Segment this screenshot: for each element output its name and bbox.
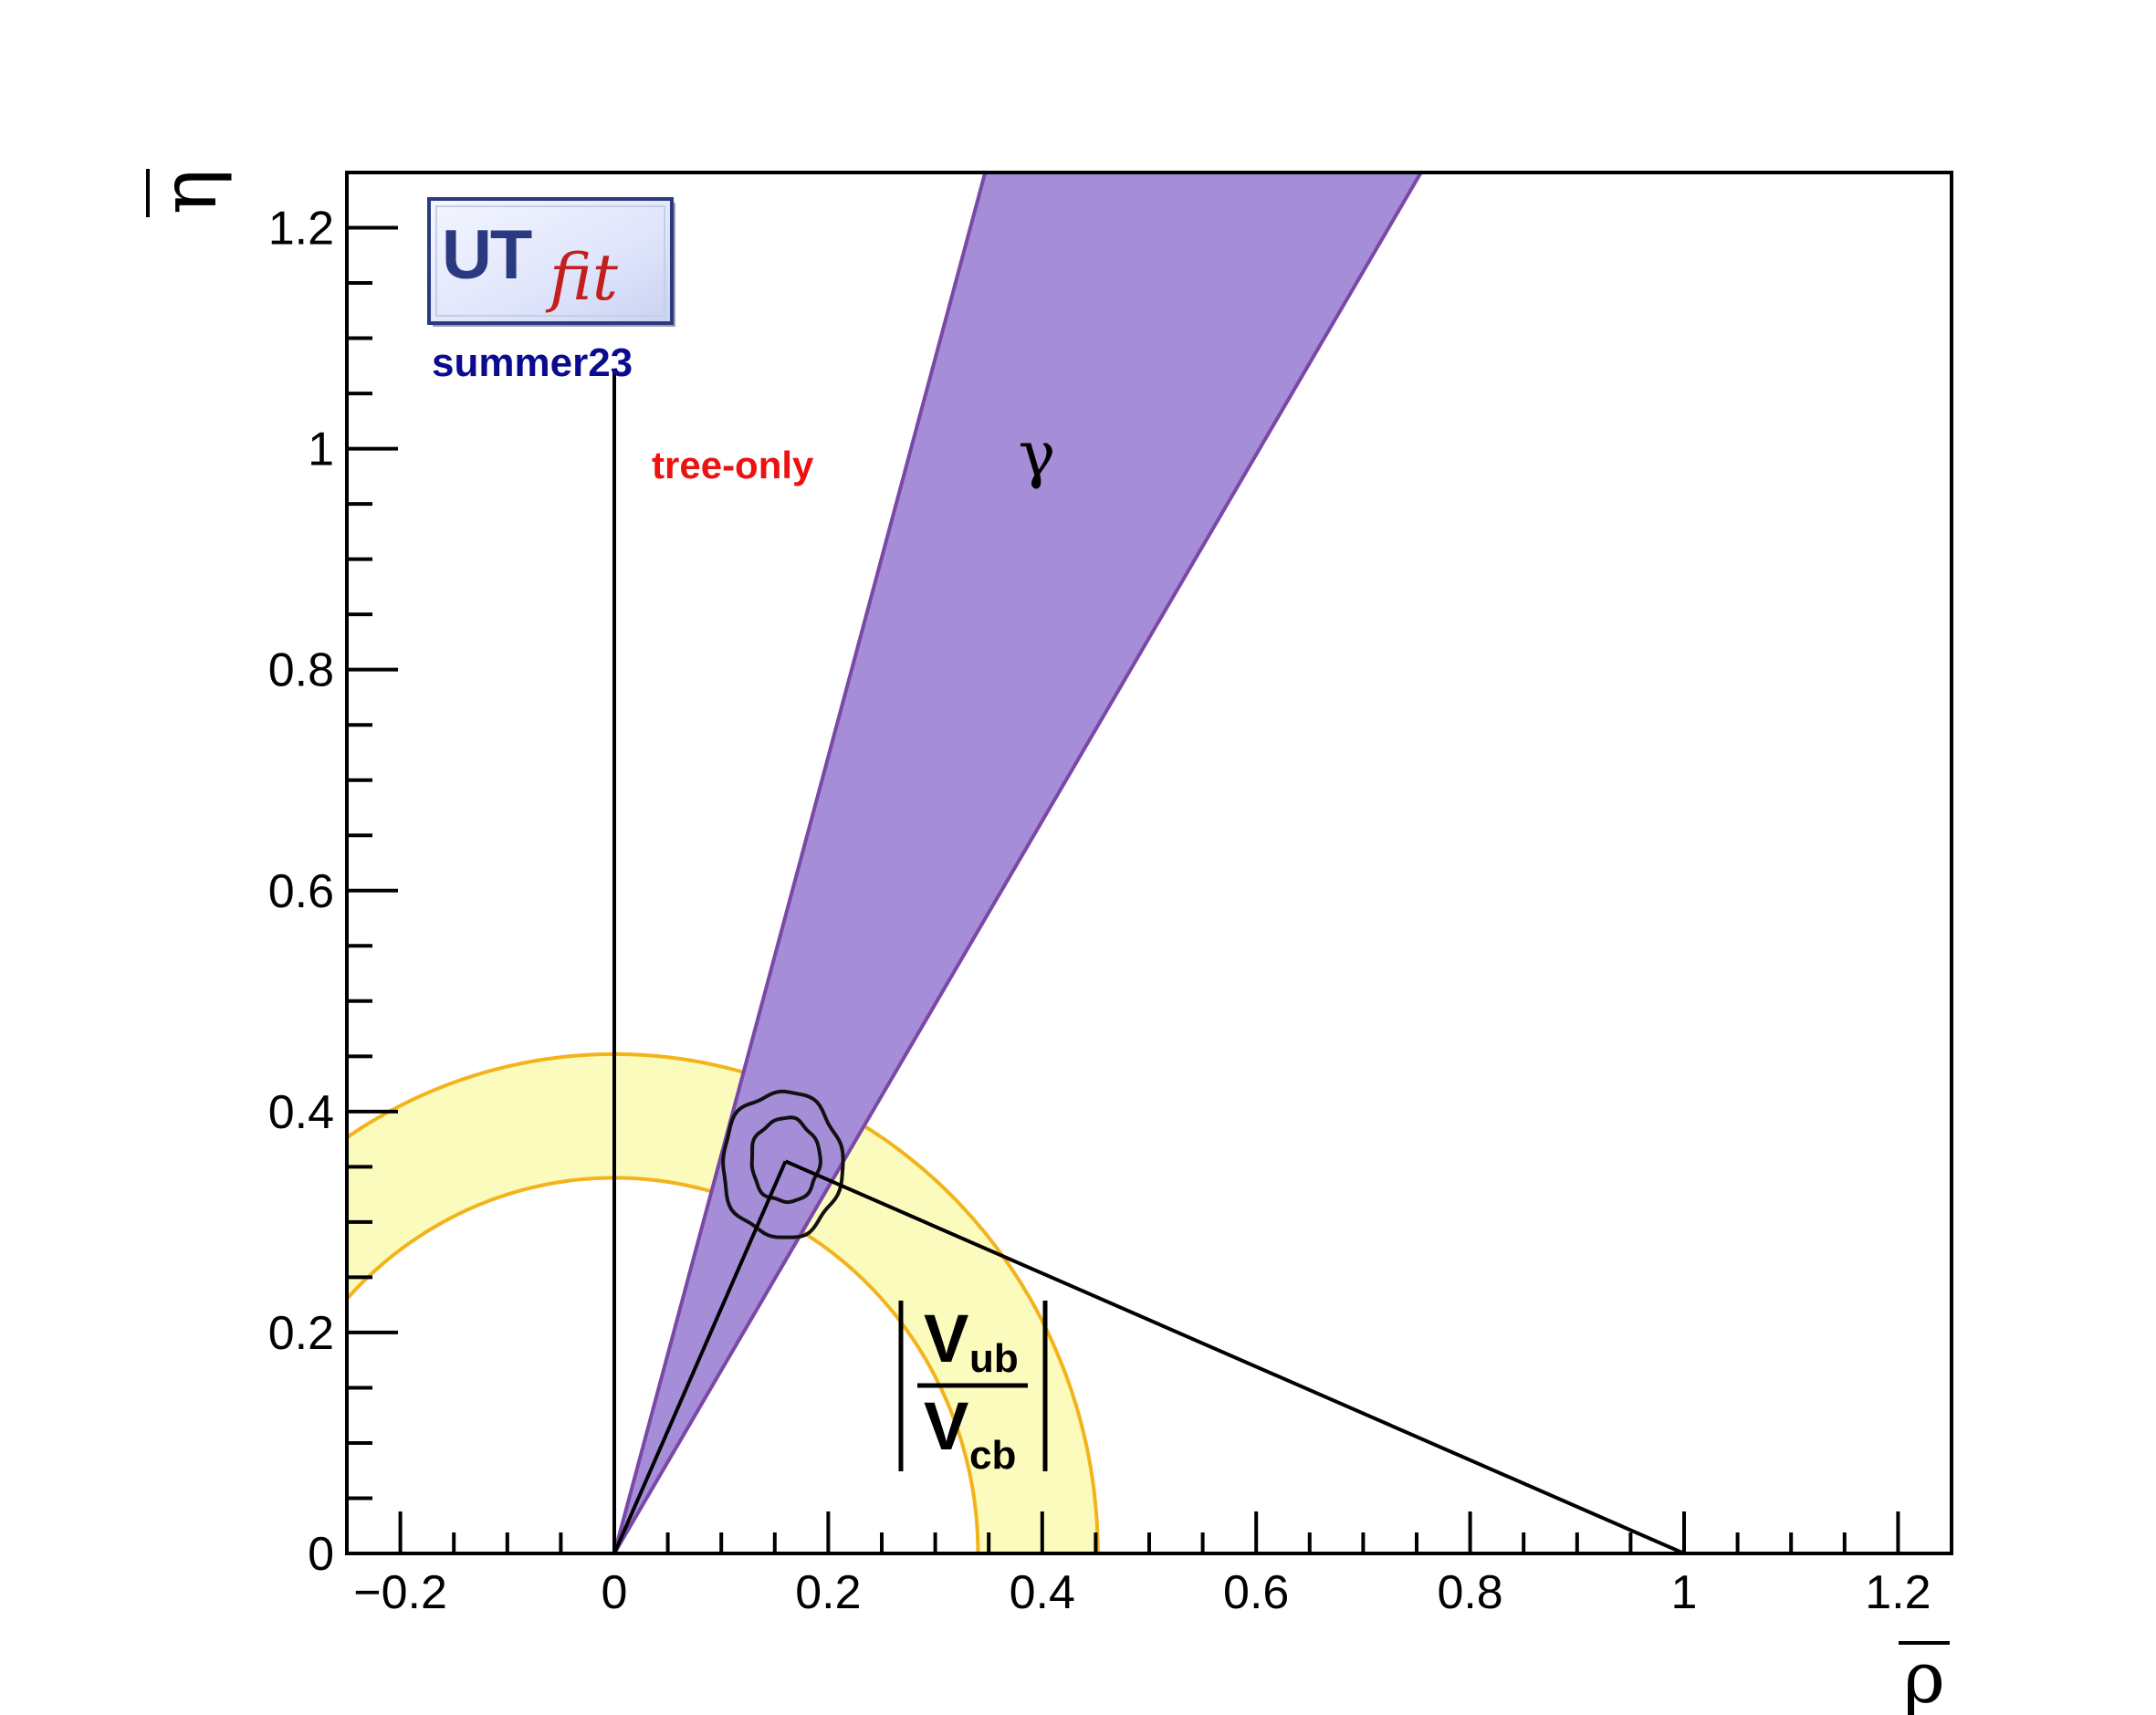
x-axis-ticks [345, 1511, 1953, 1553]
vub-vcb-ratio-label: V ub V cb [898, 1301, 1048, 1478]
logo-box [427, 197, 674, 325]
triangle-right-side [784, 1159, 1685, 1553]
gamma-label: γ [1019, 420, 1056, 492]
y-tick-label: 1 [308, 424, 334, 476]
vcb-letter: V [924, 1388, 968, 1464]
contour-outer [721, 1089, 845, 1239]
logo-brand-sub: fit [545, 240, 619, 315]
x-tick-label: 1 [1671, 1566, 1698, 1619]
edition-label: summer23 [432, 340, 633, 385]
x-tick-label: 0.8 [1437, 1566, 1502, 1619]
y-tick-label: 0.2 [268, 1307, 334, 1360]
y-axis-label: η [144, 169, 234, 214]
x-tick-label: 1.2 [1865, 1566, 1931, 1619]
y-axis-ticks [347, 171, 398, 1555]
x-tick-label: 0.2 [795, 1566, 861, 1619]
x-tick-label: −0.2 [353, 1566, 447, 1619]
y-tick-label: 1.2 [268, 203, 334, 256]
tree-only-label: tree-only [652, 444, 814, 486]
y-tick-label: 0 [308, 1528, 334, 1581]
x-tick-label: 0.6 [1223, 1566, 1289, 1619]
y-axis-tick-labels: 0 0.2 0.4 0.6 0.8 1 1.2 [268, 203, 334, 1581]
x-axis-title: ρ [1899, 1637, 1950, 1715]
y-tick-label: 0.8 [268, 644, 334, 697]
logo-brand-main: UT [442, 216, 532, 294]
x-axis-label: ρ [1903, 1637, 1945, 1715]
x-axis-tick-labels: −0.2 0 0.2 0.4 0.6 0.8 1 1.2 [353, 1566, 1931, 1619]
vub-subscript: ub [969, 1336, 1019, 1381]
y-tick-label: 0.4 [268, 1086, 334, 1139]
vub-letter: V [924, 1301, 968, 1376]
y-axis-title: η [144, 169, 234, 217]
gamma-band [612, 173, 1424, 1553]
x-tick-label: 0.4 [1010, 1566, 1075, 1619]
utfit-logo: UT fit [427, 197, 675, 327]
vcb-subscript: cb [969, 1433, 1016, 1478]
y-tick-label: 0.6 [268, 865, 334, 918]
triangle-left-side [612, 1160, 788, 1553]
logo-inner-border [435, 205, 665, 317]
contour-inner [749, 1115, 822, 1205]
x-tick-label: 0 [602, 1566, 628, 1619]
